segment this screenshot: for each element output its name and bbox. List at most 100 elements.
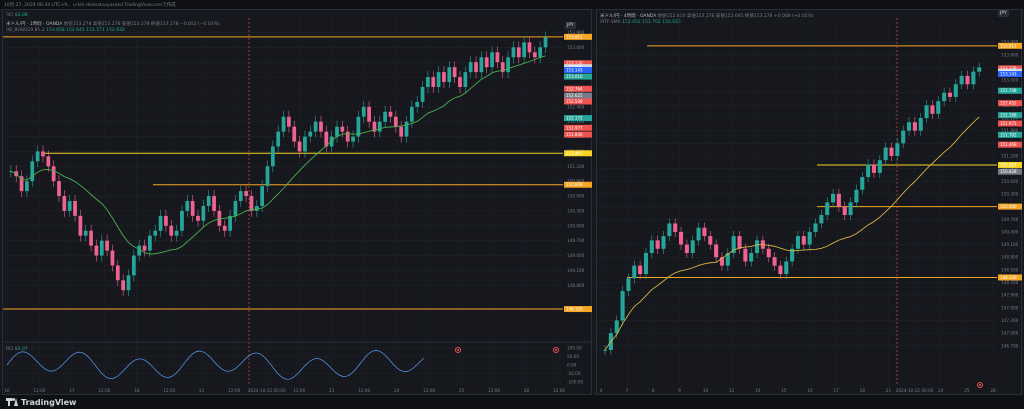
price-tag: [998, 161, 1022, 168]
candle-body: [131, 255, 136, 276]
candle-body: [297, 141, 302, 152]
time-axis-label: 12:00: [228, 388, 240, 393]
candle-body: [500, 62, 505, 73]
candle-body: [690, 240, 695, 253]
candle-body: [795, 236, 801, 249]
time-axis-label: 21: [886, 388, 892, 393]
price-tag-label: 148.320: [566, 307, 583, 312]
price-tag-label: 152.172: [566, 116, 583, 121]
candle-body: [46, 156, 51, 167]
time-axis-label: 16: [807, 388, 813, 393]
candle-body: [174, 230, 179, 236]
candle-body: [714, 244, 719, 258]
candle-body: [971, 71, 976, 85]
candle-body: [965, 75, 970, 85]
candle-body: [377, 121, 382, 132]
candle-body: [895, 143, 900, 156]
time-axis-label: 25: [459, 388, 465, 393]
time-axis-label: 17: [69, 388, 75, 393]
right-price-chart: 153.900153.600153.300153.000152.700152.4…: [597, 18, 1022, 393]
earnings-marker-icon[interactable]: [553, 347, 559, 353]
price-tag: [998, 168, 1022, 175]
candle-body: [907, 122, 912, 131]
price-axis-label: 149.400: [1001, 229, 1019, 234]
candle-body: [643, 252, 649, 275]
price-tag: [564, 181, 592, 188]
price-axis-label: 149.400: [567, 253, 585, 258]
candle-body: [367, 106, 371, 122]
moving-average-line: [604, 116, 980, 351]
time-axis-label: 7: [626, 388, 629, 393]
price-tag: [998, 65, 1022, 72]
price-tag-label: 153.812: [566, 34, 583, 39]
time-axis-label: 28: [990, 388, 996, 393]
price-tag: [564, 60, 592, 67]
candle-body: [137, 245, 142, 256]
candle-body: [35, 151, 40, 162]
candle-body: [638, 265, 643, 275]
candle-body: [329, 136, 334, 147]
candle-body: [201, 205, 206, 221]
price-tag: [564, 33, 592, 40]
price-axis-label: 152.700: [567, 89, 585, 94]
candle-body: [148, 235, 152, 251]
price-tag-label: 152.625: [566, 93, 583, 98]
price-axis-label: 153.600: [567, 45, 585, 50]
candle-body: [233, 201, 238, 216]
right-chart-pane[interactable]: 米ドル/円 · 4時間 · OANDA 始値152.810 高値153.278 …: [596, 9, 1022, 395]
price-tag-label: 151.840: [566, 132, 583, 137]
time-axis-label: 18: [134, 388, 140, 393]
candle-body: [249, 196, 254, 211]
price-tag: [998, 100, 1022, 107]
left-chart-pane[interactable]: RCI 83.08 米ドル/円 · 1時間 · OANDA 始値153.278 …: [2, 9, 593, 395]
candle-body: [212, 196, 216, 211]
left-rsi-legend: RCI 83.08: [6, 13, 28, 18]
time-axis-label: 4: [600, 388, 603, 393]
price-axis-label: 152.100: [567, 119, 585, 124]
candle-body: [912, 122, 917, 131]
candle-body: [936, 101, 941, 114]
candle-body: [947, 92, 953, 97]
right-currency-ticker[interactable]: JPY: [998, 10, 1009, 17]
price-tag: [564, 115, 592, 122]
price-axis-label: 150.300: [567, 208, 585, 213]
price-tag-label: 148.320: [1000, 275, 1017, 280]
price-tag: [564, 92, 592, 99]
price-axis-label: 150.300: [1001, 191, 1019, 196]
flag-marker-icon[interactable]: [455, 347, 461, 353]
time-axis-label: 12:00: [98, 388, 110, 393]
candle-body: [848, 202, 853, 216]
candle-body: [854, 189, 859, 203]
candle-body: [276, 131, 281, 147]
price-tag: [998, 71, 1022, 78]
price-axis-label: 150.600: [1001, 179, 1019, 184]
left-price-chart: 153.900153.600153.300153.000152.700152.4…: [3, 10, 593, 393]
candle-body: [942, 92, 947, 102]
candle-body: [447, 67, 452, 83]
tradingview-logo[interactable]: TradingView: [6, 397, 76, 407]
candle-body: [78, 215, 83, 236]
price-tag: [998, 120, 1022, 127]
candle-body: [883, 147, 888, 161]
candle-body: [238, 191, 243, 201]
price-tag: [564, 85, 592, 92]
candle-body: [404, 121, 409, 137]
left-rci-legend: RCI 83.07: [6, 347, 28, 352]
time-axis-label: 8: [652, 388, 655, 393]
candle-body: [409, 106, 414, 122]
time-axis-label: 24: [394, 388, 400, 393]
candle-body: [772, 257, 777, 266]
price-tag-label: 152.764: [566, 86, 583, 91]
price-axis-label: 148.800: [567, 283, 585, 288]
footer-bar: TradingView: [0, 395, 1024, 409]
candle-body: [153, 230, 158, 236]
candle-body: [825, 202, 830, 216]
candle-body: [901, 130, 906, 144]
left-currency-ticker[interactable]: JPY: [565, 22, 576, 29]
time-axis-label: 10: [703, 388, 709, 393]
price-tag-label: 151.971: [1000, 121, 1017, 126]
price-axis-label: 151.800: [1001, 128, 1019, 133]
candle-body: [142, 245, 147, 251]
candle-body: [126, 275, 131, 291]
right-flag-marker-icon[interactable]: [977, 382, 983, 388]
